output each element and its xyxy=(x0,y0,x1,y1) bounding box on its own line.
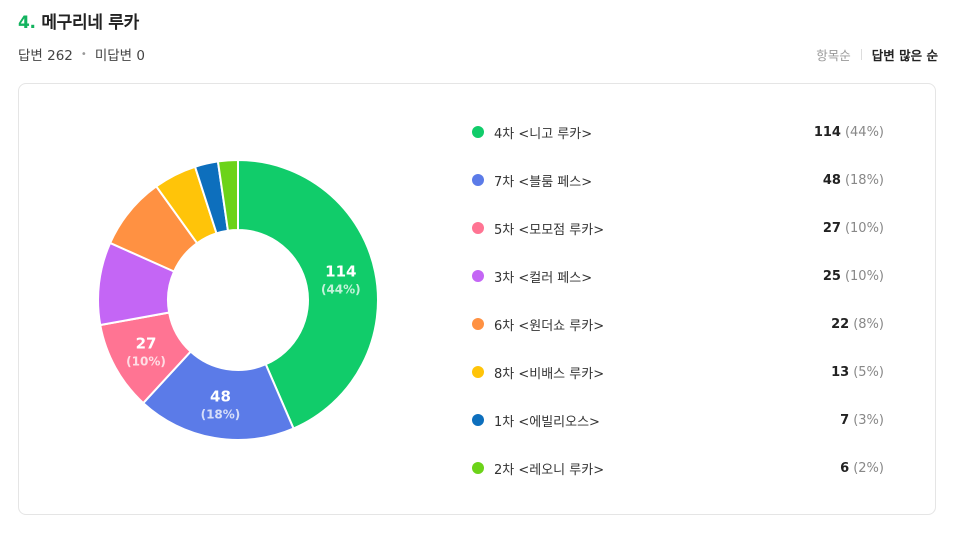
legend-percent: (18%) xyxy=(844,172,884,188)
question-number: 4. xyxy=(18,13,36,33)
legend-item: 5차 <모모점 루카> 27 (10%) xyxy=(472,204,884,252)
legend-swatch xyxy=(472,318,484,330)
slice-value-label: 27 xyxy=(136,335,157,353)
donut-chart: 114 (44%) 48 (18%) 27 (10%) xyxy=(97,158,379,441)
legend-value: 7 xyxy=(840,412,850,428)
legend-swatch xyxy=(472,270,484,282)
legend-swatch xyxy=(472,366,484,378)
legend-swatch xyxy=(472,414,484,426)
legend-label: 1차 <에빌리오스> xyxy=(494,414,600,430)
stats-separator: • xyxy=(80,48,87,60)
legend-value: 22 xyxy=(831,316,850,332)
legend-value: 13 xyxy=(831,364,850,380)
unanswered-count: 미답변 0 xyxy=(94,48,145,64)
legend-label: 2차 <레오니 루카> xyxy=(494,462,605,478)
legend-percent: (8%) xyxy=(853,316,884,332)
donut-slice xyxy=(237,158,379,430)
legend-percent: (44%) xyxy=(844,124,884,140)
donut-slice xyxy=(216,158,239,232)
sort-toggle: 항목순 답변 많은 순 xyxy=(816,45,938,64)
legend-swatch xyxy=(472,126,484,138)
legend-value: 114 xyxy=(813,124,841,140)
sort-by-most-answers-button[interactable]: 답변 많은 순 xyxy=(871,48,938,63)
legend-label: 8차 <비배스 루카> xyxy=(494,366,605,382)
legend-item: 7차 <블룸 페스> 48 (18%) xyxy=(472,156,884,204)
result-card xyxy=(18,83,936,515)
legend-percent: (5%) xyxy=(853,364,884,380)
legend-swatch xyxy=(472,222,484,234)
legend-swatch xyxy=(472,462,484,474)
legend-percent: (2%) xyxy=(853,460,884,476)
legend-label: 6차 <원더쇼 루카> xyxy=(494,318,605,334)
legend-item: 1차 <에빌리오스> 7 (3%) xyxy=(472,396,884,444)
legend-percent: (3%) xyxy=(853,412,884,428)
legend-value: 25 xyxy=(822,268,841,284)
chart-legend: 4차 <니고 루카> 114 (44%) 7차 <블룸 페스> 48 (18%) 5차 <모… xyxy=(472,108,884,492)
legend-item: 8차 <비배스 루카> 13 (5%) xyxy=(472,348,884,396)
sort-divider xyxy=(860,49,862,60)
response-stats: 답변 262 • 미답변 0 xyxy=(18,44,145,64)
legend-label: 7차 <블룸 페스> xyxy=(494,174,593,190)
legend-swatch xyxy=(472,174,484,186)
legend-percent: (10%) xyxy=(844,268,884,284)
legend-item: 3차 <컬러 페스> 25 (10%) xyxy=(472,252,884,300)
sort-by-item-button[interactable]: 항목순 xyxy=(816,48,851,63)
slice-value-label: 114 xyxy=(325,263,356,281)
legend-label: 3차 <컬러 페스> xyxy=(494,270,593,286)
legend-value: 27 xyxy=(822,220,841,236)
legend-label: 5차 <모모점 루카> xyxy=(494,222,605,238)
slice-value-label: 48 xyxy=(210,388,231,406)
legend-value: 48 xyxy=(822,172,841,188)
slice-percent-label: (18%) xyxy=(201,408,241,422)
legend-label: 4차 <니고 루카> xyxy=(494,126,593,142)
legend-item: 2차 <레오니 루카> 6 (2%) xyxy=(472,444,884,492)
slice-percent-label: (44%) xyxy=(321,283,361,297)
legend-percent: (10%) xyxy=(844,220,884,236)
legend-value: 6 xyxy=(840,460,850,476)
answered-count: 답변 262 xyxy=(18,48,73,64)
donut-slice xyxy=(141,350,295,441)
legend-item: 6차 <원더쇼 루카> 22 (8%) xyxy=(472,300,884,348)
question-title: 4. 메구리네 루카 xyxy=(18,8,139,33)
legend-item: 4차 <니고 루카> 114 (44%) xyxy=(472,108,884,156)
slice-percent-label: (10%) xyxy=(126,355,166,369)
question-text: 메구리네 루카 xyxy=(41,13,139,33)
